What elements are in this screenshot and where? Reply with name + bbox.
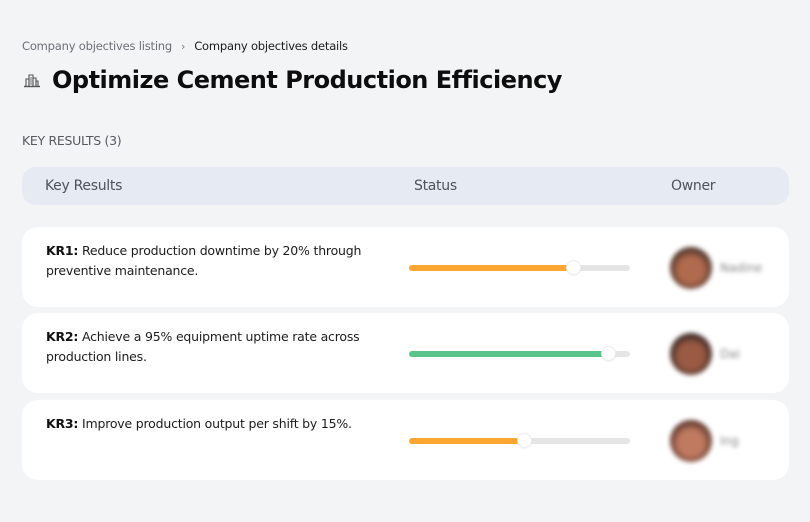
owner-name: Nadine <box>720 261 763 275</box>
progress-fill <box>409 351 608 357</box>
key-result-text: Improve production output per shift by 1… <box>82 416 352 431</box>
breadcrumb-current: Company objectives details <box>194 39 348 53</box>
key-result-id: KR1: <box>46 243 79 258</box>
column-header-owner: Owner <box>671 178 716 194</box>
key-result-text: Reduce production downtime by 20% throug… <box>46 243 362 278</box>
avatar <box>670 247 712 289</box>
avatar <box>670 420 712 462</box>
progress-fill <box>409 265 573 271</box>
owner-cell[interactable]: Nadine <box>670 247 762 289</box>
progress-knob[interactable] <box>566 261 580 274</box>
key-results-count-label: KEY RESULTS (3) <box>22 133 122 148</box>
progress-fill <box>409 438 524 444</box>
page-header: Optimize Cement Production Efficiency <box>22 66 562 94</box>
key-result-id: KR3: <box>46 416 79 431</box>
page-title: Optimize Cement Production Efficiency <box>52 66 562 94</box>
key-result-description: KR1: Reduce production downtime by 20% t… <box>46 241 366 281</box>
key-result-row[interactable]: KR3: Improve production output per shift… <box>22 400 789 480</box>
column-header-key-results: Key Results <box>45 178 123 194</box>
avatar <box>670 333 712 375</box>
building-chart-icon <box>22 70 42 90</box>
owner-cell[interactable]: Dai <box>670 333 740 375</box>
progress-bar <box>409 434 630 447</box>
breadcrumb: Company objectives listing › Company obj… <box>22 39 348 53</box>
progress-bar <box>409 261 630 274</box>
key-results-table-header: Key Results Status Owner <box>22 167 789 205</box>
key-result-description: KR2: Achieve a 95% equipment uptime rate… <box>46 327 366 367</box>
key-result-id: KR2: <box>46 329 79 344</box>
key-result-row[interactable]: KR2: Achieve a 95% equipment uptime rate… <box>22 313 789 393</box>
chevron-right-icon: › <box>181 39 186 53</box>
progress-knob[interactable] <box>517 434 531 447</box>
key-result-text: Achieve a 95% equipment uptime rate acro… <box>46 329 360 364</box>
progress-bar <box>409 347 630 360</box>
key-result-description: KR3: Improve production output per shift… <box>46 414 366 434</box>
breadcrumb-link-listing[interactable]: Company objectives listing <box>22 39 172 53</box>
progress-knob[interactable] <box>601 347 615 360</box>
key-result-row[interactable]: KR1: Reduce production downtime by 20% t… <box>22 227 789 307</box>
column-header-status: Status <box>414 178 457 194</box>
owner-cell[interactable]: Ing <box>670 420 739 462</box>
owner-name: Dai <box>720 347 740 361</box>
owner-name: Ing <box>720 434 739 448</box>
